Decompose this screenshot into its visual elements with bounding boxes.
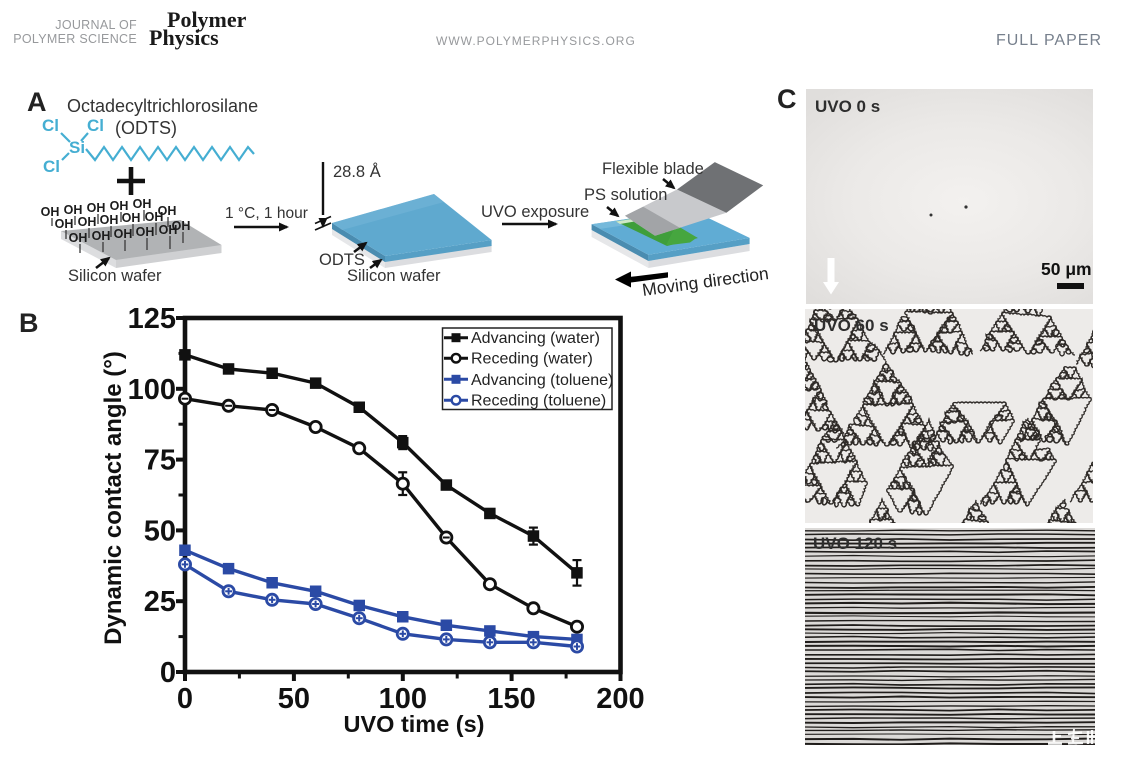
svg-text:OH: OH xyxy=(87,201,106,215)
svg-text:1 °C, 1 hour: 1 °C, 1 hour xyxy=(225,205,308,222)
svg-text:OH: OH xyxy=(69,231,88,245)
svg-text:OH: OH xyxy=(172,219,191,233)
svg-text:75: 75 xyxy=(144,445,176,477)
svg-text:OH: OH xyxy=(159,223,178,237)
svg-text:OH: OH xyxy=(145,210,164,224)
svg-text:Advancing (water): Advancing (water) xyxy=(471,330,600,347)
svg-text:(ODTS): (ODTS) xyxy=(115,118,177,138)
svg-text:OH: OH xyxy=(100,213,119,227)
svg-text:Moving direction: Moving direction xyxy=(641,263,770,300)
svg-text:B: B xyxy=(19,308,39,338)
svg-text:Receding (toluene): Receding (toluene) xyxy=(471,393,606,410)
svg-text:OH: OH xyxy=(64,203,83,217)
svg-text:OH: OH xyxy=(122,211,141,225)
svg-text:OH: OH xyxy=(110,199,129,213)
svg-text:200: 200 xyxy=(596,683,644,715)
svg-text:OH: OH xyxy=(136,225,155,239)
svg-text:OH: OH xyxy=(41,205,60,219)
svg-text:UVO time (s): UVO time (s) xyxy=(343,711,484,737)
svg-text:OH: OH xyxy=(133,197,152,211)
svg-text:UVO exposure: UVO exposure xyxy=(481,203,589,221)
svg-text:OH: OH xyxy=(78,215,97,229)
svg-text:OH: OH xyxy=(55,217,74,231)
svg-text:0: 0 xyxy=(177,683,193,715)
svg-text:Dynamic contact angle (°): Dynamic contact angle (°) xyxy=(100,351,127,645)
svg-text:125: 125 xyxy=(128,303,176,335)
svg-text:Cl: Cl xyxy=(87,116,104,135)
svg-text:28.8 Å: 28.8 Å xyxy=(333,162,381,181)
svg-text:50 μm: 50 μm xyxy=(1041,259,1092,279)
svg-text:Silicon wafer: Silicon wafer xyxy=(68,267,162,285)
svg-text:OH: OH xyxy=(158,204,177,218)
svg-text:Advancing (toluene): Advancing (toluene) xyxy=(471,372,613,389)
svg-text:Receding (water): Receding (water) xyxy=(471,351,593,368)
svg-text:0: 0 xyxy=(160,657,176,689)
svg-text:150: 150 xyxy=(487,683,535,715)
svg-text:50: 50 xyxy=(144,515,176,547)
svg-text:Si: Si xyxy=(69,138,85,157)
svg-text:Octadecyltrichlorosilane: Octadecyltrichlorosilane xyxy=(67,96,258,116)
svg-text:Silicon wafer: Silicon wafer xyxy=(347,267,441,285)
svg-text:A: A xyxy=(27,87,47,117)
svg-text:Cl: Cl xyxy=(43,157,60,176)
svg-text:Cl: Cl xyxy=(42,116,59,135)
svg-text:100: 100 xyxy=(379,683,427,715)
svg-text:25: 25 xyxy=(144,586,176,618)
svg-text:PS solution: PS solution xyxy=(584,186,667,204)
svg-text:OH: OH xyxy=(114,227,133,241)
svg-text:Flexible blade: Flexible blade xyxy=(602,160,704,178)
svg-text:50: 50 xyxy=(278,683,310,715)
svg-text:100: 100 xyxy=(128,374,176,406)
svg-text:ODTS: ODTS xyxy=(319,251,365,269)
svg-text:OH: OH xyxy=(92,229,111,243)
